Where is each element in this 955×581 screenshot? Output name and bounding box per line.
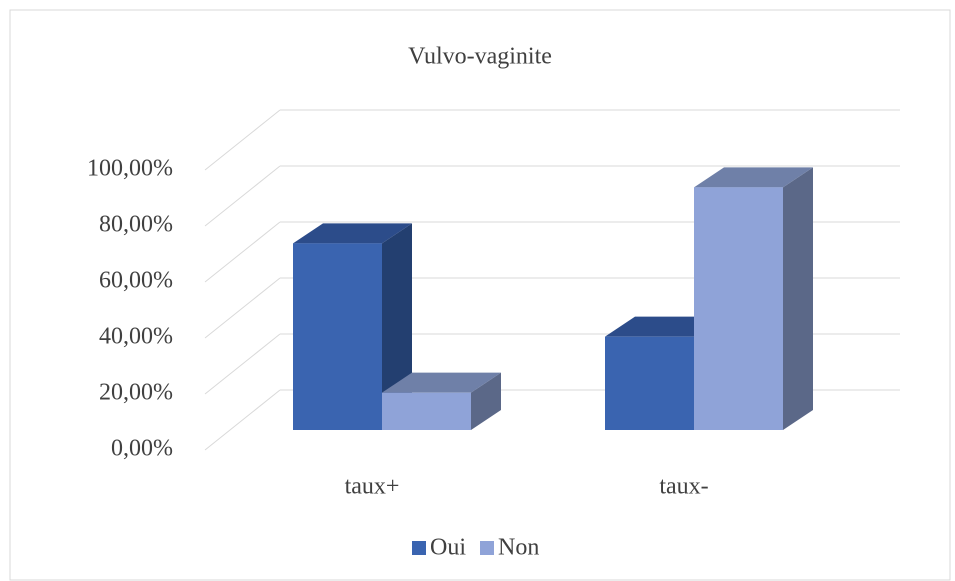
legend-label: Oui: [430, 535, 466, 561]
y-tick-label: 60,00%: [99, 268, 173, 294]
bar: [382, 392, 471, 430]
y-tick-label: 20,00%: [99, 380, 173, 406]
bar-top: [694, 167, 813, 188]
grid-line: [204, 389, 281, 451]
x-tick-label: taux-: [659, 474, 708, 500]
bar: [694, 187, 783, 430]
chart-title: Vulvo-vaginite: [408, 44, 552, 70]
y-tick-label: 0,00%: [111, 436, 173, 462]
grid-line: [204, 109, 281, 171]
x-tick-label: taux+: [345, 474, 400, 500]
bar: [293, 243, 382, 430]
y-tick-label: 80,00%: [99, 212, 173, 238]
legend-swatch: [480, 541, 494, 555]
bar-top: [382, 372, 501, 393]
grid-line: [204, 333, 281, 395]
legend-label: Non: [498, 535, 539, 561]
bar: [605, 336, 694, 430]
y-tick-label: 100,00%: [87, 156, 173, 182]
bar-top: [293, 223, 412, 244]
legend-swatch: [412, 541, 426, 555]
bar-side: [471, 372, 501, 430]
bar-side: [783, 167, 813, 430]
grid-line: [204, 165, 281, 227]
grid-line: [204, 277, 281, 339]
grid-line: [204, 221, 281, 283]
y-tick-label: 40,00%: [99, 324, 173, 350]
